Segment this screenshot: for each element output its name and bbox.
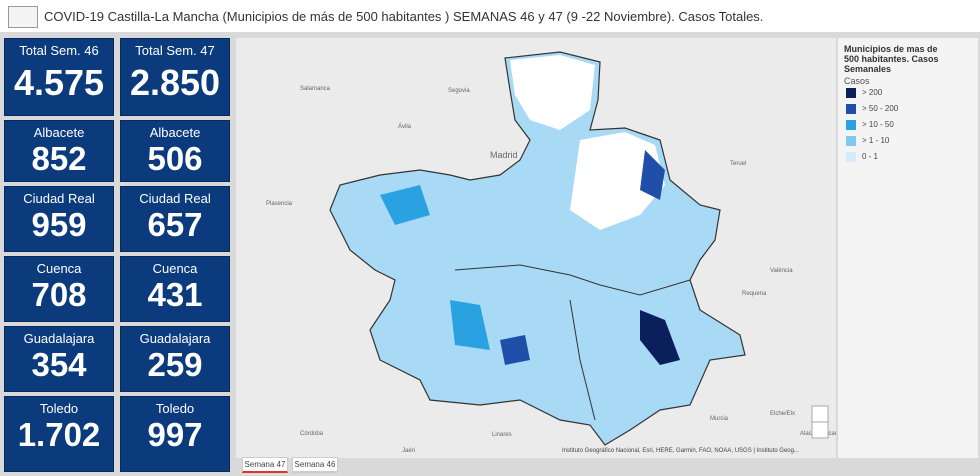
place-label: Segovia [448, 88, 470, 94]
place-label: Teruel [730, 161, 746, 167]
border [454, 264, 691, 296]
place-label: València [770, 268, 793, 274]
card-value: 997 [147, 416, 203, 453]
legend-label: > 50 - 200 [862, 104, 899, 113]
card-value: 431 [147, 276, 203, 313]
place-label: Elche/Elx [770, 411, 795, 417]
stat-card: Cuenca 431 [120, 256, 230, 322]
legend-swatch [846, 120, 856, 130]
card-label: Toledo [39, 401, 79, 416]
card-label: Ciudad Real [139, 191, 211, 206]
stat-card: Ciudad Real 657 [120, 186, 230, 252]
card-value: 506 [147, 140, 203, 177]
card-value: 708 [31, 276, 87, 313]
place-label: Murcia [710, 416, 729, 422]
legend-swatch [846, 136, 856, 146]
stat-card: Toledo 1.702 [4, 396, 114, 472]
stat-card: Guadalajara 354 [4, 326, 114, 392]
area-dark [640, 150, 665, 200]
card-label: Cuenca [152, 261, 198, 276]
area-dark [640, 310, 680, 365]
card-label: Guadalajara [139, 331, 211, 346]
stat-card: Guadalajara 259 [120, 326, 230, 392]
stat-card: Cuenca 708 [4, 256, 114, 322]
place-label: Salamanca [300, 86, 331, 92]
legend-title: Municipios de mas de 500 habitantes. Cas… [844, 44, 939, 74]
zoom-button[interactable] [811, 405, 829, 423]
stat-card: Total Sem. 47 2.850 [120, 38, 230, 116]
place-label: Jaén [402, 448, 415, 454]
header: COVID-19 Castilla-La Mancha (Municipios … [0, 0, 980, 32]
stat-card: Albacete 506 [120, 120, 230, 182]
attribution: Instituto Geográfico Nacional, Esri, HER… [562, 448, 799, 454]
logo [8, 6, 38, 28]
card-label: Ciudad Real [23, 191, 95, 206]
card-label: Cuenca [36, 261, 82, 276]
card-value: 259 [147, 346, 203, 383]
card-label: Total Sem. 46 [19, 43, 99, 58]
card-value: 354 [31, 346, 87, 383]
card-value: 657 [147, 206, 203, 243]
place-label: Madrid [490, 150, 518, 160]
map: Madrid Ávila Segovia Salamanca Plasencia Teru… [236, 38, 836, 458]
area-dark [500, 335, 530, 365]
legend-swatch [846, 88, 856, 98]
stat-card: Total Sem. 46 4.575 [4, 38, 114, 116]
place-label: Córdoba [300, 431, 324, 437]
legend-label: > 1 - 10 [862, 136, 890, 145]
area-mid [380, 185, 430, 225]
card-label: Albacete [149, 125, 201, 140]
tab[interactable]: Semana 47 [242, 457, 288, 473]
legend-panel: Municipios de mas de 500 habitantes. Cas… [838, 38, 978, 458]
legend-swatch [846, 152, 856, 162]
place-label: Ávila [398, 123, 412, 130]
area-white [570, 132, 665, 230]
card-value: 852 [31, 140, 87, 177]
card-label: Guadalajara [23, 331, 95, 346]
zoom-button[interactable] [811, 421, 829, 439]
place-label: Requena [742, 291, 767, 297]
place-label: Linares [492, 432, 512, 438]
card-value: 2.850 [129, 62, 221, 103]
legend-label: 0 - 1 [862, 152, 879, 161]
header-title: COVID-19 Castilla-La Mancha (Municipios … [44, 9, 764, 24]
legend-swatch [846, 104, 856, 114]
card-value: 4.575 [13, 62, 105, 103]
legend-subtitle: Casos [844, 76, 870, 86]
legend-label: > 10 - 50 [862, 120, 894, 129]
area-white [510, 55, 595, 130]
card-value: 1.702 [17, 416, 101, 453]
place-label: Plasencia [266, 201, 293, 207]
card-label: Toledo [155, 401, 195, 416]
card-label: Albacete [33, 125, 85, 140]
tab[interactable]: Semana 46 [292, 457, 338, 473]
stat-card: Ciudad Real 959 [4, 186, 114, 252]
stat-card: Toledo 997 [120, 396, 230, 472]
border [569, 299, 596, 421]
area-mid [450, 300, 490, 350]
card-label: Total Sem. 47 [135, 43, 215, 58]
stat-card: Albacete 852 [4, 120, 114, 182]
legend-label: > 200 [862, 88, 883, 97]
card-value: 959 [31, 206, 87, 243]
